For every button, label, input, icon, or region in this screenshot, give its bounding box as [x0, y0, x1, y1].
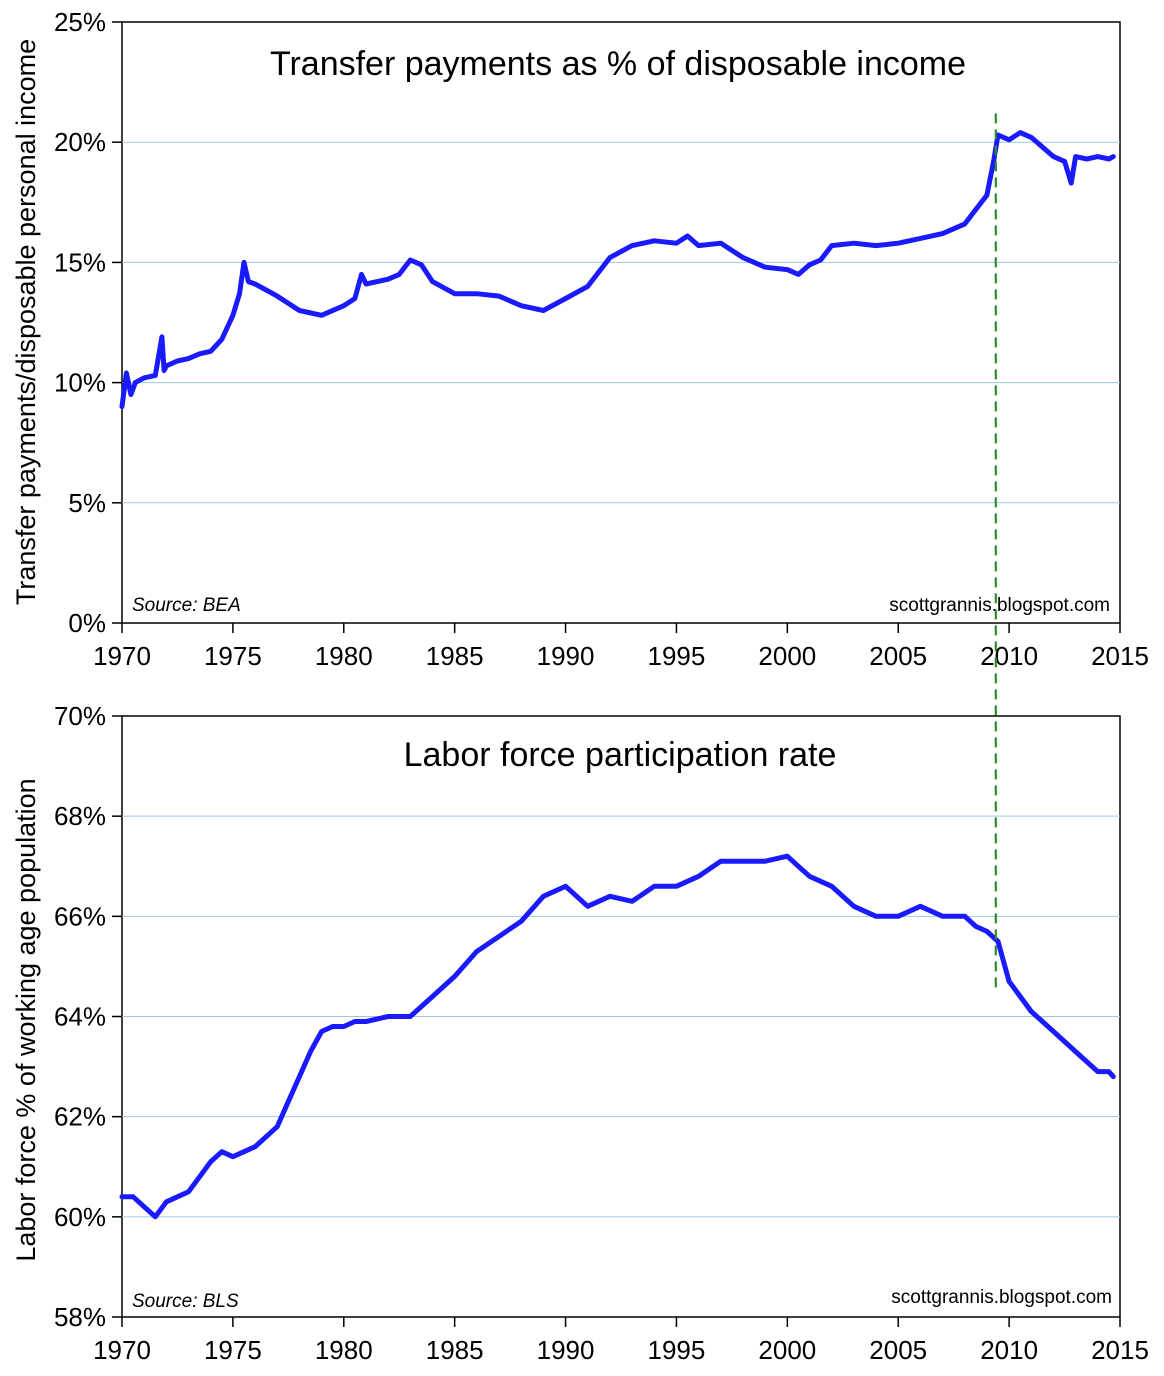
x-tick-label: 1970	[93, 641, 151, 671]
y-tick-label: 62%	[54, 1102, 106, 1132]
x-tick-label: 2015	[1091, 641, 1149, 671]
x-tick-label: 1990	[537, 1335, 595, 1365]
x-tick-label: 1995	[648, 1335, 706, 1365]
y-gridlines	[122, 815, 1120, 1218]
y-tick-label: 15%	[54, 247, 106, 277]
y-tick-label: 10%	[54, 368, 106, 398]
x-tick-label: 2015	[1091, 1335, 1149, 1365]
x-tick-label: 1970	[93, 1335, 151, 1365]
series-line	[119, 130, 1116, 410]
y-tick-label: 25%	[54, 7, 106, 37]
series-line	[119, 853, 1116, 1220]
transfer-payments-chart: 0% 5% 10% 15% 20% 25% 1970 1975 1980 1985 1990 199…	[11, 7, 1149, 671]
y-tick-label: 68%	[54, 801, 106, 831]
x-tick-label: 1975	[204, 641, 262, 671]
x-tick-label: 2010	[980, 641, 1038, 671]
x-tick-label: 1990	[537, 641, 595, 671]
x-axis-ticks: 1970 1975 1980 1985 1990 1995 2000 2005 2010 2015	[93, 1317, 1149, 1365]
y-gridlines	[122, 141, 1120, 504]
series-lines	[119, 130, 1116, 410]
credit-note: scottgrannis.blogspot.com	[891, 1287, 1112, 1308]
labor-force-chart: 58%60%62%64%66%68%70% 1970 1975 1980 1985 19…	[11, 701, 1149, 1365]
x-tick-label: 2000	[758, 1335, 816, 1365]
y-tick-label: 70%	[54, 701, 106, 731]
credit-note: scottgrannis.blogspot.com	[889, 595, 1110, 616]
chart-title: Labor force participation rate	[404, 736, 837, 774]
x-tick-label: 1980	[315, 1335, 373, 1365]
x-tick-label: 2005	[869, 1335, 927, 1365]
y-tick-label: 58%	[54, 1302, 106, 1332]
x-tick-label: 2010	[980, 1335, 1038, 1365]
y-tick-label: 20%	[54, 127, 106, 157]
x-tick-label: 2000	[758, 641, 816, 671]
x-tick-label: 2005	[869, 641, 927, 671]
y-axis-label: Transfer payments/disposable personal in…	[11, 39, 41, 605]
x-tick-label: 1980	[315, 641, 373, 671]
x-tick-label: 1985	[426, 1335, 484, 1365]
y-axis-ticks: 0% 5% 10% 15% 20% 25%	[54, 7, 122, 638]
x-tick-label: 1985	[426, 641, 484, 671]
x-tick-label: 1975	[204, 1335, 262, 1365]
y-tick-label: 5%	[68, 488, 106, 518]
series-lines	[119, 853, 1116, 1220]
plot-frame	[121, 21, 1121, 624]
x-axis-ticks: 1970 1975 1980 1985 1990 1995 2000 2005 2010 2015	[93, 623, 1149, 671]
y-tick-label: 0%	[68, 608, 106, 638]
y-tick-label: 66%	[54, 901, 106, 931]
source-note: Source: BLS	[132, 1291, 239, 1312]
y-axis-ticks: 58% 60% 62% 64% 66% 68% 70%	[54, 701, 122, 1332]
y-tick-label: 60%	[54, 1202, 106, 1232]
source-note: Source: BEA	[132, 595, 241, 616]
x-tick-label: 1995	[648, 641, 706, 671]
chart-title: Transfer payments as % of disposable inc…	[270, 45, 966, 83]
y-axis-label: Labor force % of working age population	[11, 778, 41, 1261]
y-tick-label: 64%	[54, 1002, 106, 1032]
